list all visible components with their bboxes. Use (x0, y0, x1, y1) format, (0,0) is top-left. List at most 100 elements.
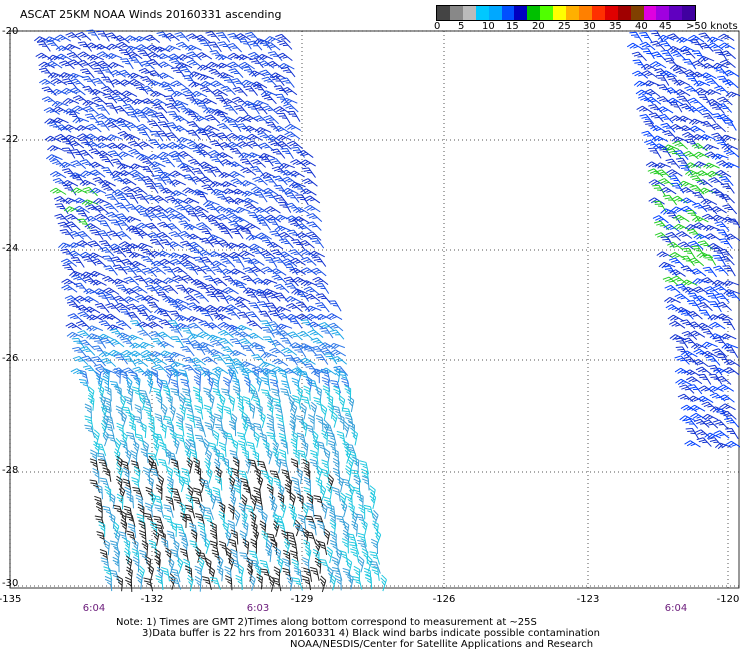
wind-barb (123, 505, 133, 520)
wind-barb (357, 539, 368, 554)
wind-barb (295, 232, 313, 240)
wind-barb (686, 209, 700, 221)
wind-barb (310, 401, 317, 419)
wind-barb (273, 106, 290, 114)
wind-barb (91, 345, 107, 356)
wind-barb (290, 438, 298, 455)
wind-barb (671, 136, 689, 143)
wind-barb (234, 33, 251, 41)
wind-barb (320, 468, 330, 483)
wind-barb (640, 63, 658, 71)
wind-barb (268, 140, 284, 150)
wind-barb (102, 375, 110, 392)
wind-barb (697, 240, 713, 250)
wind-barb (285, 202, 301, 212)
wind-barb (356, 492, 364, 509)
wind-barb (217, 41, 232, 52)
wind-barb (315, 477, 323, 494)
wind-barb (693, 233, 711, 240)
wind-barb (297, 449, 308, 464)
wind-barb (719, 333, 737, 340)
wind-barb (724, 417, 739, 428)
wind-barb (124, 192, 139, 204)
wind-barb (190, 278, 208, 286)
wind-barb (248, 342, 266, 349)
wind-barb (104, 117, 122, 125)
wind-barb (202, 166, 217, 178)
wind-barb (718, 248, 734, 259)
wind-barb (196, 222, 212, 231)
wind-barb (252, 176, 268, 186)
wind-barb (216, 403, 224, 420)
wind-barb (34, 36, 51, 43)
wind-barb (270, 249, 286, 259)
wind-barb (101, 86, 117, 96)
wind-barb (178, 253, 196, 260)
wind-barb (315, 302, 330, 313)
wind-barb (702, 266, 717, 278)
wind-barb (223, 207, 240, 214)
wind-barb (80, 346, 96, 356)
wind-barb (693, 418, 710, 428)
wind-barb (669, 269, 686, 277)
wind-barb (216, 32, 231, 43)
wind-barb (130, 320, 144, 331)
wind-barb (107, 349, 125, 357)
wind-barb (152, 174, 167, 186)
lon-label: -123 (576, 594, 600, 605)
wind-barb (116, 575, 124, 592)
wind-barb (154, 307, 171, 315)
wind-barb (226, 42, 242, 53)
wind-barb (126, 566, 133, 583)
wind-barb (168, 252, 185, 259)
wind-barb (168, 231, 184, 241)
wind-barb (305, 424, 315, 439)
wind-barb (664, 296, 681, 304)
wind-barb (685, 169, 702, 177)
wind-barb (115, 143, 133, 150)
wind-barb (713, 284, 730, 294)
wind-barb (268, 493, 276, 510)
wind-barb (272, 397, 283, 412)
wind-barb (254, 127, 272, 134)
wind-barb (195, 211, 211, 221)
wind-barb (141, 85, 157, 95)
wind-barb (691, 50, 706, 62)
wind-barb (80, 170, 97, 177)
scale-swatch (462, 6, 476, 20)
wind-barb (341, 377, 350, 393)
scale-label: 15 (506, 21, 519, 32)
wind-barb (161, 566, 170, 582)
wind-barb (304, 305, 322, 312)
wind-barb (199, 345, 215, 356)
wind-barb (201, 184, 217, 195)
wind-barb (260, 90, 278, 97)
wind-barb (176, 136, 194, 144)
wind-barb (106, 230, 123, 240)
lon-label: -135 (0, 594, 22, 605)
wind-barb (283, 538, 291, 555)
wind-barb (77, 51, 94, 59)
wind-barb (96, 30, 110, 42)
wind-barb (36, 40, 51, 52)
wind-barb (163, 365, 180, 375)
wind-barb (90, 449, 97, 465)
wind-barb (215, 62, 233, 69)
wind-barb (232, 86, 248, 97)
wind-barb (96, 51, 113, 60)
wind-barb (269, 72, 287, 80)
wind-barb (165, 496, 175, 511)
wind-barb (197, 551, 208, 566)
wind-barb (245, 291, 260, 303)
wind-barb (246, 103, 260, 115)
wind-barb (240, 79, 258, 87)
wind-barb (158, 310, 173, 321)
wind-barb (165, 213, 183, 221)
wind-barb (130, 266, 147, 276)
wind-barb (310, 449, 319, 465)
wind-barb (194, 565, 203, 581)
wind-barb (272, 256, 287, 267)
wind-barb (288, 318, 303, 329)
wind-barb (249, 266, 266, 275)
wind-barb (128, 56, 143, 68)
